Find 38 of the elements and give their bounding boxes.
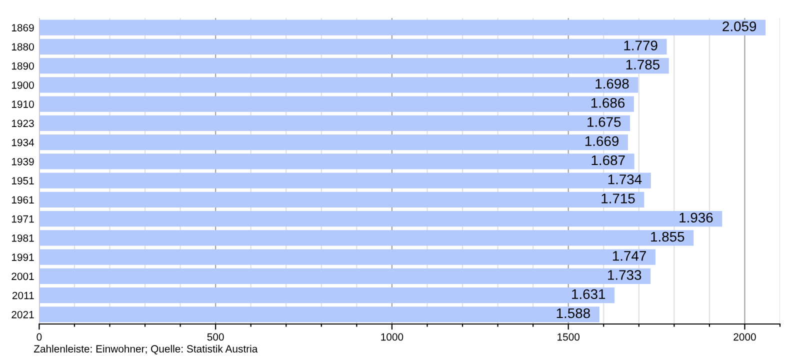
data-label: 1.686 [591, 98, 625, 108]
x-tick-label: 2000 [734, 333, 756, 341]
data-label: 2.059 [722, 21, 756, 32]
data-label: 1.675 [588, 117, 621, 127]
data-label: 1.631 [572, 289, 606, 300]
y-tick-label: 1961 [12, 196, 34, 204]
x-tick-label: 500 [207, 333, 224, 341]
x-tick-label: 1000 [381, 333, 404, 341]
y-tick-label: 1971 [12, 215, 34, 223]
data-label: 1.936 [680, 212, 713, 223]
data-label: 1.779 [624, 40, 658, 50]
y-tick-label: 2011 [12, 292, 34, 300]
y-tick-label: 1869 [12, 24, 34, 32]
y-tick-label: 1951 [12, 177, 34, 184]
y-tick-label: 2001 [12, 272, 34, 280]
data-label: 1.747 [612, 251, 646, 261]
y-tick-label: 1934 [12, 138, 34, 146]
y-tick-label: 1991 [12, 254, 34, 261]
data-label: 1.733 [608, 270, 642, 280]
data-label: 1.698 [596, 78, 629, 89]
y-tick-label: 1923 [12, 120, 34, 128]
data-label: 1.855 [651, 232, 684, 242]
data-label: 1.734 [608, 174, 642, 184]
text: Zahlenleiste: Einwohner; Quelle: Statistik Austria [34, 344, 258, 354]
data-label: 1.687 [592, 155, 625, 166]
y-tick-label: 1910 [12, 100, 34, 108]
data-label: 1.715 [602, 194, 635, 204]
y-tick-label: 1880 [12, 43, 34, 51]
x-tick-label: 0 [36, 333, 42, 341]
data-label: 1.588 [556, 308, 590, 318]
x-tick-label: 1500 [558, 333, 580, 341]
y-tick-label: 1890 [12, 62, 34, 70]
y-tick-label: 1900 [12, 81, 34, 89]
y-tick-label: 1981 [12, 234, 34, 242]
data-label: 1.785 [626, 60, 660, 70]
y-tick-label: 2021 [12, 310, 34, 318]
data-label: 1.669 [585, 136, 618, 146]
y-tick-label: 1939 [12, 158, 34, 166]
